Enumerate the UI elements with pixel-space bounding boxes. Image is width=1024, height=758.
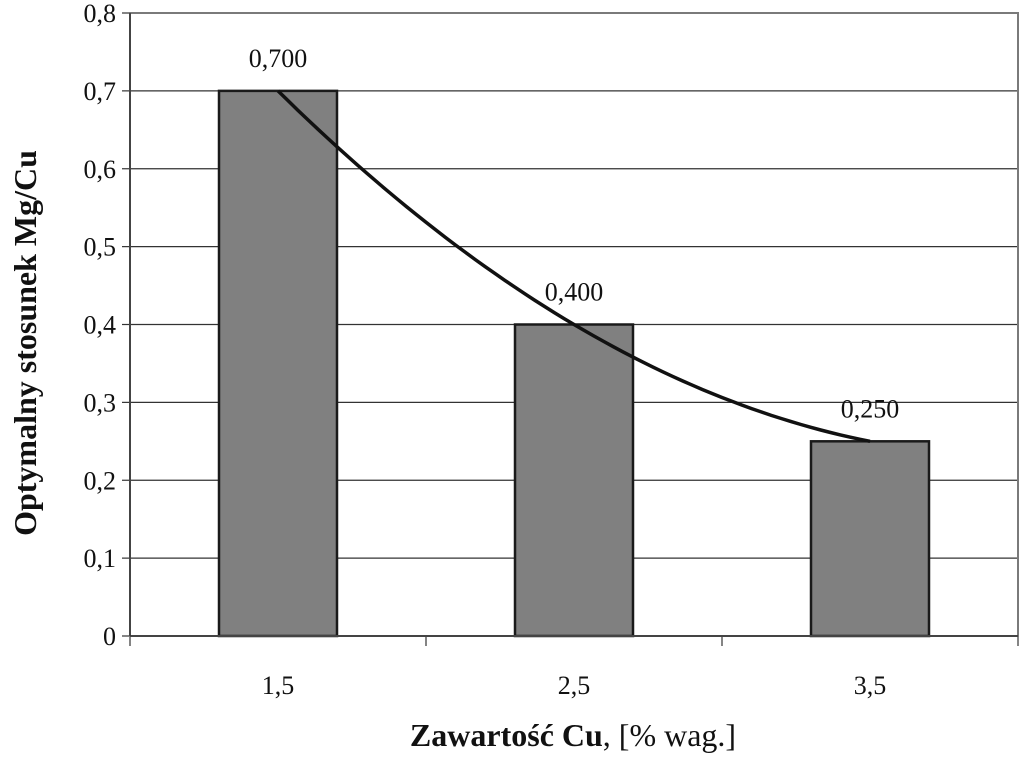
- y-tick-label: 0: [103, 622, 116, 651]
- y-tick-label: 0,6: [84, 155, 117, 184]
- x-tick-label: 3,5: [854, 671, 887, 700]
- x-axis-label-bold: Zawartość Cu: [410, 717, 603, 753]
- x-axis-label-unit: , [% wag.]: [603, 717, 736, 753]
- data-label: 0,400: [545, 278, 604, 307]
- x-tick-label: 1,5: [262, 671, 295, 700]
- y-tick-label: 0,5: [84, 233, 117, 262]
- y-tick-label: 0,1: [84, 544, 117, 573]
- x-axis-label: Zawartość Cu, [% wag.]: [410, 717, 736, 753]
- bar: [809, 440, 931, 638]
- y-axis-label: Optymalny stosunek Mg/Cu: [7, 150, 43, 536]
- y-axis-ticks: 0 0,1 0,2 0,3 0,4 0,5 0,6 0,7 0,8: [84, 0, 130, 651]
- x-axis-ticks: 1,5 2,5 3,5: [129, 636, 1019, 700]
- trend-curve: [276, 89, 871, 444]
- y-tick-label: 0,8: [84, 0, 117, 28]
- y-tick-label: 0,4: [84, 311, 117, 340]
- y-tick-label: 0,3: [84, 388, 117, 417]
- data-label: 0,250: [841, 394, 900, 423]
- y-tick-label: 0,7: [84, 77, 117, 106]
- bar: [513, 323, 635, 638]
- data-label: 0,700: [249, 44, 308, 73]
- data-labels: 0,700 0,400 0,250: [249, 44, 900, 423]
- x-tick-label: 2,5: [558, 671, 591, 700]
- bar: [217, 89, 339, 638]
- bars: [217, 89, 931, 638]
- y-tick-label: 0,2: [84, 466, 117, 495]
